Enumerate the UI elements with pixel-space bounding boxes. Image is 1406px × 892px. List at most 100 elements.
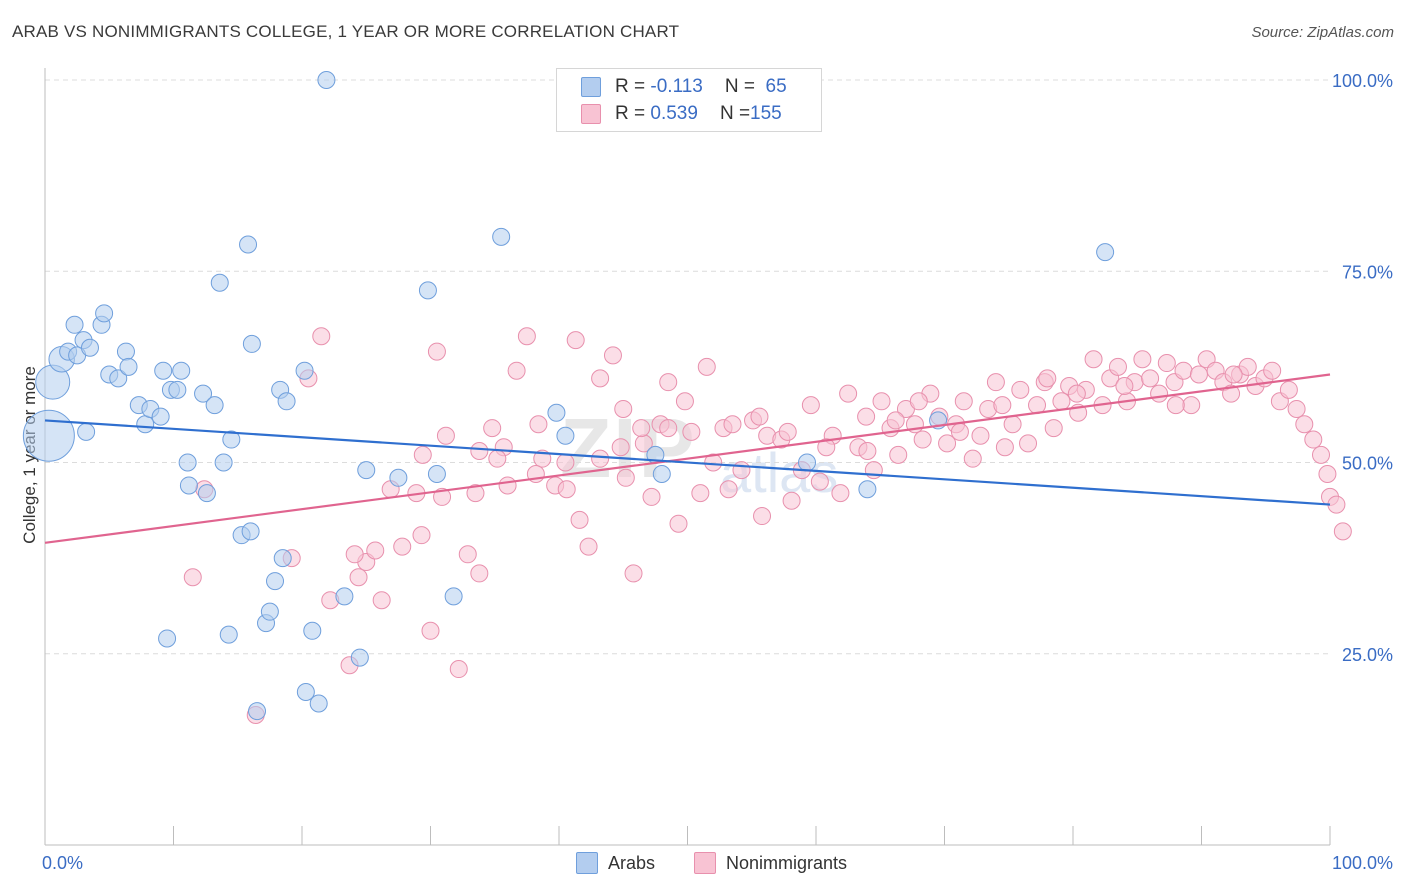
nonimmigrant-point <box>659 373 678 392</box>
nonimmigrant-point <box>1189 365 1208 384</box>
y-tick-label: 25.0% <box>1342 645 1393 665</box>
nonimmigrant-point <box>697 357 716 376</box>
arab-point <box>80 338 99 357</box>
nonimmigrant-point <box>801 396 820 415</box>
nonimmigrant-point <box>1238 357 1257 376</box>
arab-point <box>242 334 261 353</box>
nonimmigrant-point <box>1174 361 1193 380</box>
nonimmigrant-point <box>412 526 431 545</box>
nonimmigrant-point <box>557 480 576 499</box>
nonimmigrant-point <box>1224 365 1243 384</box>
nonimmigrant-point <box>857 407 876 426</box>
nonimmigrant-point <box>831 484 850 503</box>
nonimmigrant-point <box>433 487 452 506</box>
nonimmigrant-point <box>839 384 858 403</box>
nonimmigrant-point <box>889 445 908 464</box>
nonimmigrant-point <box>938 434 957 453</box>
nonimmigrant-point <box>470 564 489 583</box>
nonimmigrant-point <box>183 568 202 587</box>
arab-point <box>357 461 376 480</box>
nonimmigrant-point <box>579 537 598 556</box>
legend-label: Arabs <box>608 852 656 873</box>
chart-title: ARAB VS NONIMMIGRANTS COLLEGE, 1 YEAR OR… <box>12 22 680 41</box>
arab-point <box>273 549 292 568</box>
nonimmigrant-point <box>872 392 891 411</box>
r-label: R = <box>615 76 646 97</box>
arab-point <box>277 392 296 411</box>
arab-point <box>444 587 463 606</box>
legend-label: Nonimmigrants <box>726 852 848 873</box>
arab-point <box>309 694 328 713</box>
arab-point <box>296 683 315 701</box>
arab-point <box>168 380 187 399</box>
nonimmigrant-point <box>566 331 585 350</box>
arab-point <box>95 304 114 323</box>
nonimmigrant-point <box>782 491 801 510</box>
correlation-legend: R = -0.113 N = 65 R = 0.539 N = 155 <box>556 68 822 132</box>
n-label: N = <box>719 103 751 124</box>
nonimmigrant-point <box>963 449 982 468</box>
nonimmigrant-point <box>659 419 678 438</box>
nonimmigrant-point <box>436 426 455 445</box>
arab-point <box>266 572 285 591</box>
nonimmigrant-point <box>1295 415 1314 434</box>
nonimmigrant-point <box>614 399 633 418</box>
arab-point <box>1096 243 1115 262</box>
nonimmigrant-point <box>449 660 468 679</box>
nonimmigrant-point <box>1333 522 1352 541</box>
nonimmigrant-point <box>954 392 973 411</box>
nonimmigrant-point <box>950 422 969 441</box>
nonimmigrant-point <box>570 510 589 529</box>
y-tick-label: 75.0% <box>1342 262 1393 282</box>
arab-point <box>858 480 877 499</box>
nonimmigrant-point <box>413 445 432 464</box>
arab-point <box>136 415 155 434</box>
nonimmigrant-point <box>556 453 575 472</box>
nonimmigrant-point <box>458 545 477 564</box>
arab-point <box>119 357 138 376</box>
nonimmigrants-swatch <box>694 852 716 874</box>
arab-point <box>158 629 177 648</box>
legend-row-nonimmigrants: R = 0.539 N = 155 <box>581 102 782 126</box>
legend-row-arabs: R = -0.113 N = 65 <box>581 75 787 99</box>
nonimmigrant-point <box>466 484 485 503</box>
nonimmigrant-point <box>393 537 412 556</box>
nonimmigrant-point <box>1182 396 1201 415</box>
nonimmigrant-point <box>312 327 331 346</box>
nonimmigrant-point <box>1312 445 1331 464</box>
legend-item-arabs: Arabs <box>576 852 655 874</box>
nonimmigrant-point <box>1150 384 1169 403</box>
nonimmigrant-point <box>1279 380 1298 399</box>
nonimmigrant-point <box>1115 377 1134 395</box>
nonimmigrant-point <box>682 422 701 441</box>
arab-point <box>389 468 408 487</box>
nonimmigrant-point <box>1141 369 1160 388</box>
x-tick-label: 100.0% <box>1332 853 1393 873</box>
r-label: R = <box>615 103 646 124</box>
arab-point <box>77 422 96 441</box>
nonimmigrant-point <box>1157 354 1176 373</box>
arab-point <box>151 407 170 426</box>
arab-point <box>335 587 354 606</box>
nonimmigrant-point <box>611 438 630 457</box>
nonimmigrant-point <box>1044 419 1063 438</box>
nonimmigrant-point <box>753 507 772 526</box>
nonimmigrant-point <box>591 449 610 468</box>
nonimmigrant-point <box>858 442 877 461</box>
nonimmigrant-point <box>591 369 610 388</box>
nonimmigrant-point <box>669 514 688 533</box>
arab-point <box>214 453 233 472</box>
nonimmigrant-point <box>1304 430 1323 449</box>
nonimmigrant-point <box>1019 434 1038 453</box>
nonimmigrant-point <box>427 342 446 361</box>
nonimmigrant-point <box>1084 350 1103 369</box>
nonimmigrant-point <box>1011 380 1030 399</box>
nonimmigrant-trend-line <box>44 373 1331 544</box>
arab-point <box>154 361 173 380</box>
nonimmigrant-point <box>971 426 990 445</box>
arab-trend-line <box>44 419 1331 506</box>
r-value: -0.113 <box>650 76 703 97</box>
arab-point <box>22 409 75 462</box>
arab-point <box>179 476 198 495</box>
